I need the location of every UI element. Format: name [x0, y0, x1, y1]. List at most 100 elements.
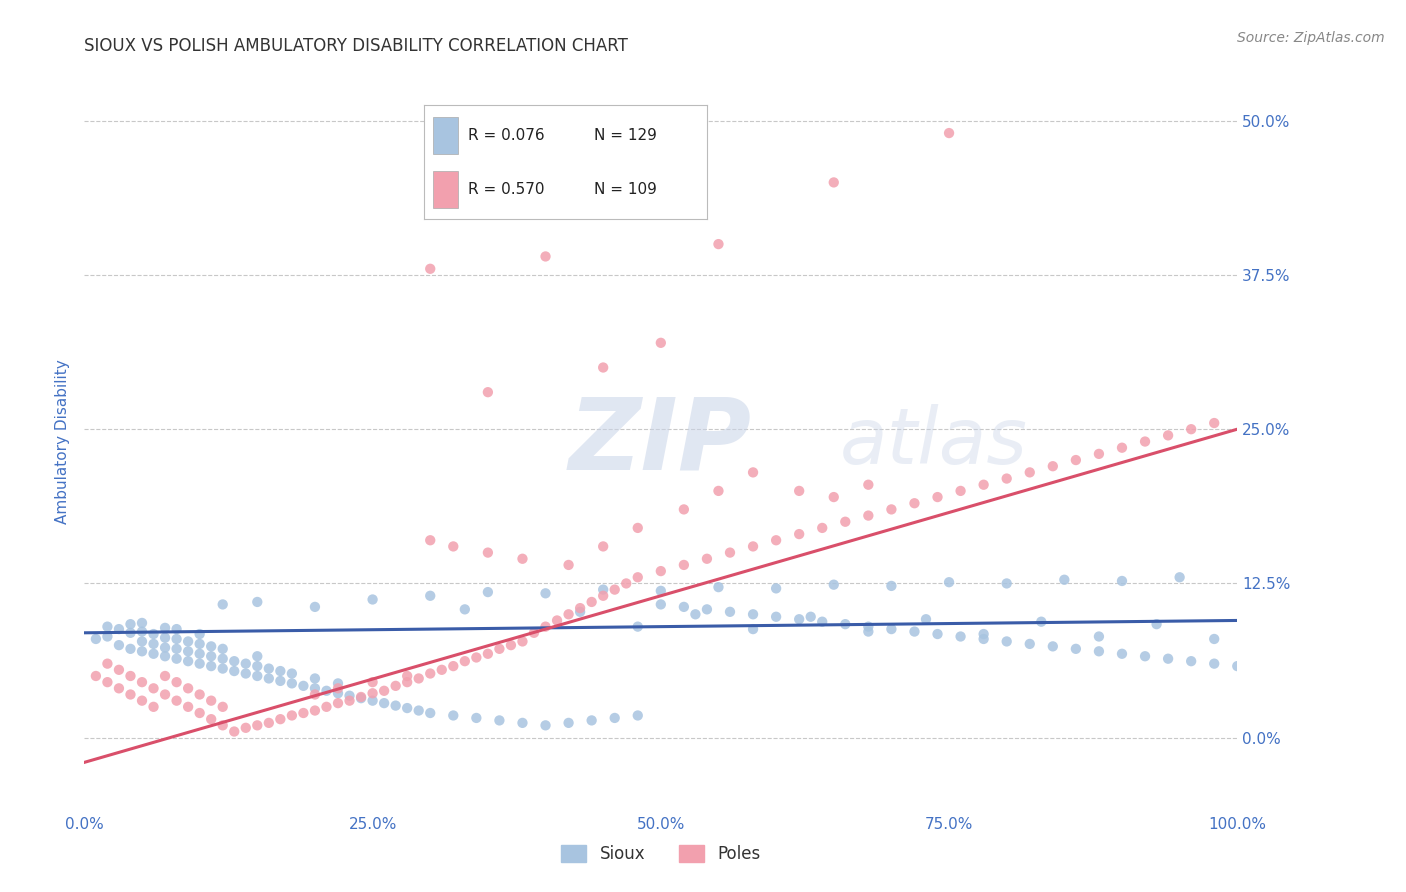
Point	[742, 466, 765, 480]
Point	[153, 631, 176, 645]
Point	[281, 708, 304, 723]
Point	[131, 644, 153, 658]
Point	[672, 558, 695, 572]
Point	[672, 599, 695, 614]
Point	[534, 250, 557, 264]
Point	[361, 694, 384, 708]
Point	[627, 708, 650, 723]
Point	[142, 681, 165, 696]
Point	[787, 612, 810, 626]
Point	[441, 540, 464, 554]
Point	[281, 676, 304, 690]
Point	[211, 699, 233, 714]
Point	[153, 640, 176, 655]
Point	[477, 546, 499, 560]
Point	[512, 715, 534, 730]
Point	[96, 657, 118, 671]
Point	[108, 663, 131, 677]
Point	[811, 615, 834, 629]
Point	[120, 641, 142, 656]
Point	[188, 627, 211, 641]
Point	[211, 662, 233, 676]
Point	[742, 607, 765, 622]
Point	[188, 688, 211, 702]
Point	[224, 664, 246, 678]
Point	[477, 647, 499, 661]
Point	[1180, 654, 1202, 668]
Point	[120, 669, 142, 683]
Point	[350, 691, 373, 706]
Point	[257, 715, 280, 730]
Point	[142, 699, 165, 714]
Point	[696, 602, 718, 616]
Point	[569, 601, 592, 615]
Point	[315, 683, 337, 698]
Point	[211, 718, 233, 732]
Point	[177, 681, 200, 696]
Point	[614, 576, 637, 591]
Point	[408, 704, 430, 718]
Point	[1042, 640, 1064, 654]
Point	[131, 634, 153, 648]
Point	[949, 630, 972, 644]
Point	[557, 558, 579, 572]
Point	[1180, 422, 1202, 436]
Point	[603, 711, 626, 725]
Point	[304, 599, 326, 614]
Point	[1088, 644, 1111, 658]
Text: Source: ZipAtlas.com: Source: ZipAtlas.com	[1237, 31, 1385, 45]
Text: ZIP: ZIP	[568, 393, 752, 490]
Point	[488, 641, 510, 656]
Point	[246, 669, 269, 683]
Point	[557, 715, 579, 730]
Point	[384, 698, 406, 713]
Point	[995, 576, 1018, 591]
Text: atlas: atlas	[839, 403, 1028, 480]
Point	[177, 654, 200, 668]
Point	[880, 622, 903, 636]
Point	[166, 622, 188, 636]
Point	[131, 624, 153, 639]
Point	[373, 696, 395, 710]
Point	[787, 483, 810, 498]
Point	[361, 686, 384, 700]
Point	[995, 472, 1018, 486]
Point	[96, 630, 118, 644]
Point	[685, 607, 707, 622]
Point	[211, 641, 233, 656]
Point	[672, 502, 695, 516]
Point	[235, 657, 257, 671]
Point	[326, 681, 349, 696]
Point	[257, 672, 280, 686]
Point	[304, 672, 326, 686]
Point	[1168, 570, 1191, 584]
Point	[488, 714, 510, 728]
Point	[441, 708, 464, 723]
Point	[153, 669, 176, 683]
Point	[1133, 434, 1156, 449]
Point	[96, 675, 118, 690]
Point	[973, 632, 995, 646]
Point	[419, 533, 441, 548]
Point	[326, 686, 349, 700]
Point	[188, 706, 211, 720]
Point	[281, 666, 304, 681]
Point	[603, 582, 626, 597]
Point	[787, 527, 810, 541]
Point	[430, 663, 453, 677]
Point	[304, 688, 326, 702]
Point	[1111, 574, 1133, 588]
Point	[96, 620, 118, 634]
Point	[200, 659, 222, 673]
Point	[1042, 459, 1064, 474]
Point	[246, 718, 269, 732]
Point	[142, 627, 165, 641]
Point	[834, 515, 856, 529]
Point	[718, 546, 741, 560]
Point	[188, 637, 211, 651]
Point	[326, 696, 349, 710]
Point	[569, 605, 592, 619]
Point	[903, 624, 925, 639]
Point	[811, 521, 834, 535]
Point	[177, 634, 200, 648]
